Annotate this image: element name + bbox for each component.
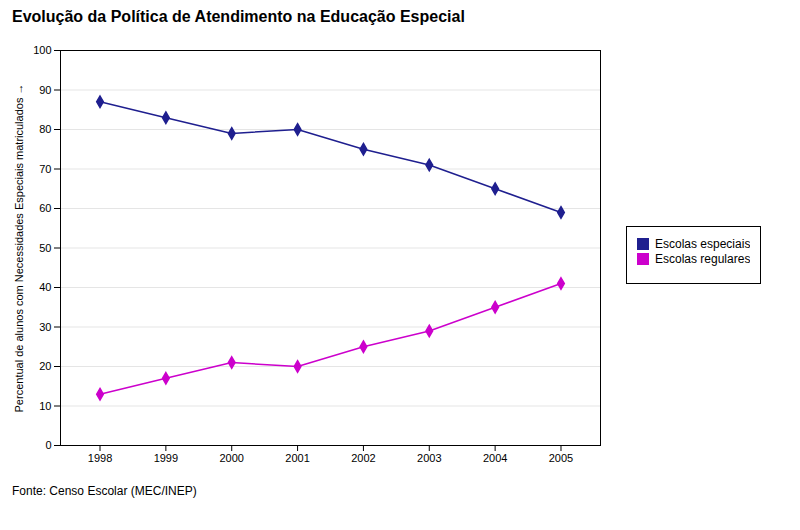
svg-text:60: 60 <box>39 202 51 214</box>
svg-text:2000: 2000 <box>219 452 243 464</box>
svg-text:30: 30 <box>39 321 51 333</box>
svg-text:90: 90 <box>39 84 51 96</box>
html-text:Fonte: Censo Escolar (MEC/INEP: Fonte: Censo Escolar (MEC/INEP) <box>12 484 197 498</box>
html-text:Escolas regulares: Escolas regulares <box>655 252 751 266</box>
svg-text:2001: 2001 <box>285 452 309 464</box>
svg-text:40: 40 <box>39 281 51 293</box>
svg-text:Percentual de alunos com Neces: Percentual de alunos com Necessidades Es… <box>13 84 25 413</box>
svg-text:10: 10 <box>39 400 51 412</box>
svg-text:50: 50 <box>39 242 51 254</box>
html-text:Escolas especiais: Escolas especiais <box>655 237 751 251</box>
svg-text:80: 80 <box>39 123 51 135</box>
svg-text:2003: 2003 <box>417 452 441 464</box>
svg-text:2002: 2002 <box>351 452 375 464</box>
svg-text:0: 0 <box>45 439 51 451</box>
svg-text:2004: 2004 <box>483 452 507 464</box>
svg-text:70: 70 <box>39 163 51 175</box>
svg-text:1999: 1999 <box>154 452 178 464</box>
svg-text:20: 20 <box>39 360 51 372</box>
svg-text:1998: 1998 <box>88 452 112 464</box>
html-text:Evolução da Política de Atendi: Evolução da Política de Atendimento na E… <box>12 8 465 25</box>
svg-text:2005: 2005 <box>549 452 573 464</box>
svg-text:100: 100 <box>33 44 51 56</box>
